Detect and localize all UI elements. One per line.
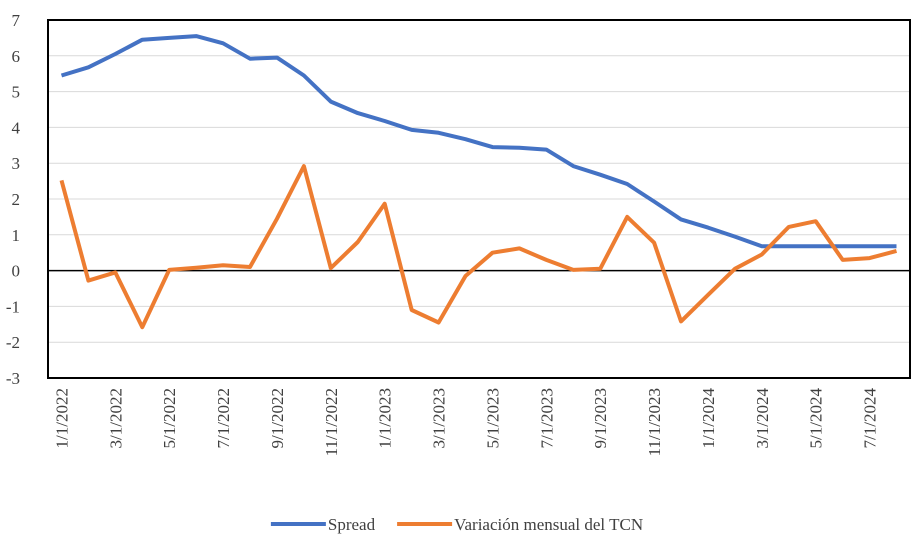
x-tick-label: 7/1/2024 bbox=[861, 388, 880, 449]
y-tick-label: 6 bbox=[12, 47, 21, 66]
legend-label: Spread bbox=[328, 515, 376, 534]
y-tick-label: 3 bbox=[12, 154, 21, 173]
x-tick-label: 11/1/2022 bbox=[322, 388, 341, 456]
x-tick-label: 5/1/2022 bbox=[160, 388, 179, 448]
x-tick-label: 7/1/2022 bbox=[214, 388, 233, 448]
x-tick-label: 5/1/2023 bbox=[483, 388, 502, 448]
x-tick-label: 1/1/2024 bbox=[699, 388, 718, 449]
plot-border bbox=[47, 19, 911, 379]
x-tick-label: 3/1/2022 bbox=[106, 388, 125, 448]
y-tick-label: -2 bbox=[6, 333, 20, 352]
y-tick-label: 0 bbox=[12, 262, 21, 281]
series-line bbox=[59, 164, 898, 330]
x-tick-label: 3/1/2024 bbox=[753, 388, 772, 449]
y-tick-label: 2 bbox=[12, 190, 21, 209]
y-tick-label: -1 bbox=[6, 297, 20, 316]
y-tick-label: 7 bbox=[12, 11, 21, 30]
x-tick-label: 9/1/2023 bbox=[591, 388, 610, 448]
y-tick-label: -3 bbox=[6, 369, 20, 388]
y-tick-label: 1 bbox=[12, 226, 21, 245]
legend-label: Variación mensual del TCN bbox=[454, 515, 643, 534]
x-tick-label: 1/1/2023 bbox=[376, 388, 395, 448]
x-tick-label: 9/1/2022 bbox=[268, 388, 287, 448]
x-tick-label: 7/1/2023 bbox=[537, 388, 556, 448]
x-tick-label: 5/1/2024 bbox=[807, 388, 826, 449]
x-tick-label: 3/1/2023 bbox=[430, 388, 449, 448]
y-tick-label: 5 bbox=[12, 83, 21, 102]
x-tick-label: 1/1/2022 bbox=[52, 388, 71, 448]
legend: Spread Variación mensual del TCN bbox=[270, 515, 643, 534]
x-tick-label: 11/1/2023 bbox=[645, 388, 664, 456]
series-line bbox=[60, 34, 897, 249]
y-tick-label: 4 bbox=[12, 118, 21, 137]
